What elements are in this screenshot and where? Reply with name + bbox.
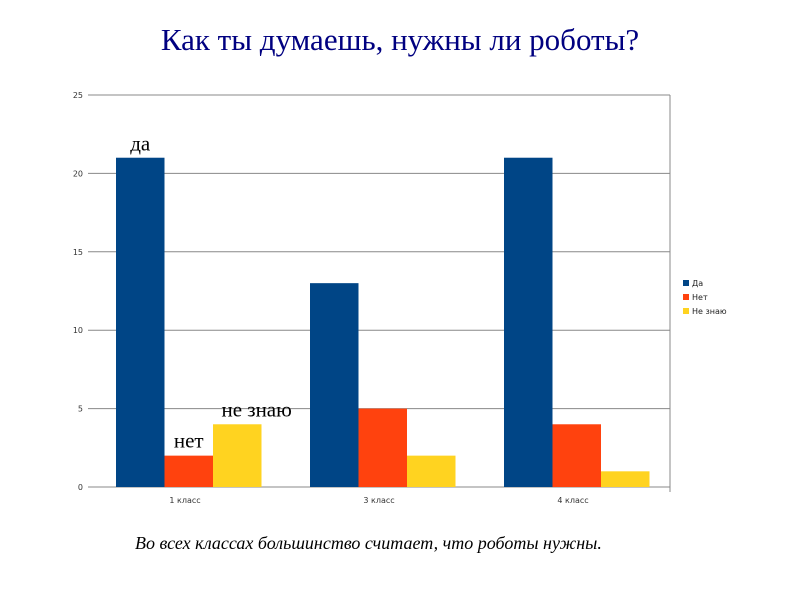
annotation-ne-znayu: не знаю (221, 397, 291, 421)
legend-label: Не знаю (692, 307, 727, 316)
bar-Да (310, 283, 359, 487)
slide-caption: Во всех классах большинство считает, что… (135, 533, 602, 553)
bar-Да (504, 157, 553, 487)
bar-Не знаю (407, 455, 456, 487)
slide-title: Как ты думаешь, нужны ли роботы? (160, 22, 640, 57)
y-tick-label: 10 (73, 326, 83, 335)
legend-label: Нет (692, 293, 708, 302)
annotation-net: нет (174, 429, 204, 453)
legend-swatch (683, 294, 689, 300)
bar-Нет (358, 408, 407, 487)
legend-swatch (683, 308, 689, 314)
bar-Нет (552, 424, 601, 487)
y-tick-label: 25 (73, 91, 83, 100)
x-tick-label: 1 класс (169, 496, 200, 505)
y-tick-label: 20 (73, 169, 83, 178)
y-tick-label: 5 (78, 405, 83, 414)
bar-Не знаю (213, 424, 262, 487)
annotation-da: да (130, 132, 151, 156)
bar-Да (116, 157, 165, 487)
y-tick-label: 0 (78, 483, 83, 492)
x-tick-label: 3 класс (363, 496, 394, 505)
bar-Нет (164, 455, 213, 487)
x-tick-label: 4 класс (557, 496, 588, 505)
legend-label: Да (692, 279, 703, 288)
y-tick-label: 15 (73, 248, 83, 257)
bar-Не знаю (601, 471, 650, 487)
legend-swatch (683, 280, 689, 286)
